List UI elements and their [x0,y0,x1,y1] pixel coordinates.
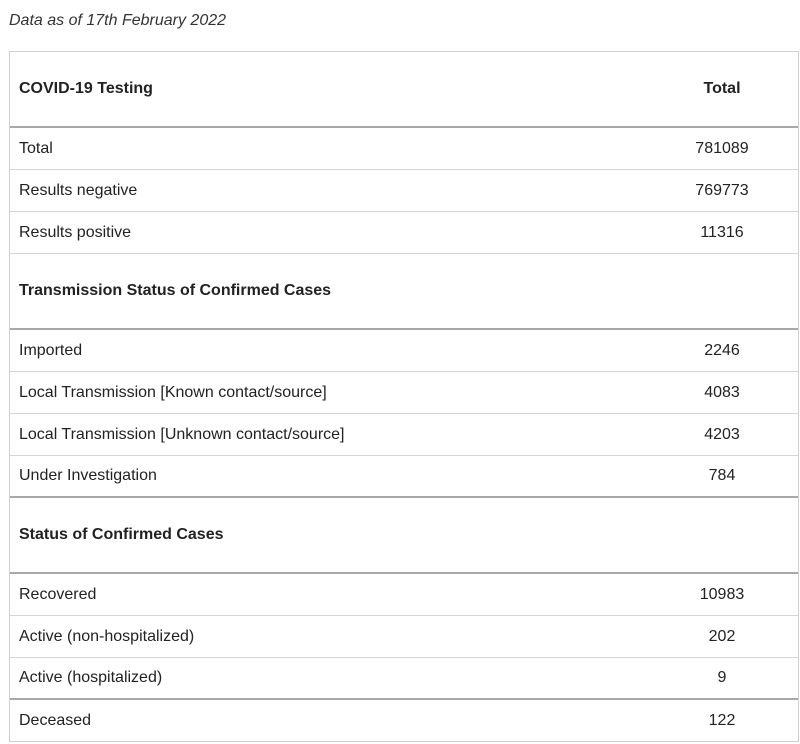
table-row: Results negative 769773 [10,170,798,212]
row-label: Active (hospitalized) [19,669,163,686]
table-row: Local Transmission [Known contact/source… [10,372,798,414]
table-header-row: COVID-19 Testing Total [10,52,798,128]
section-header-transmission: Transmission Status of Confirmed Cases [10,254,798,330]
row-label: Deceased [19,711,92,729]
row-value: 11316 [700,223,744,241]
row-label: Recovered [19,585,97,603]
row-value: 4203 [704,425,740,443]
table-row: Under Investigation 784 [10,456,798,498]
row-value: 4083 [704,383,740,401]
row-label: Under Investigation [19,467,157,484]
section-title: Status of Confirmed Cases [19,526,224,543]
row-value: 9 [717,669,727,686]
table-row: Active (hospitalized) 9 [10,658,798,700]
covid-testing-table: COVID-19 Testing Total Total 781089 Resu… [9,51,799,742]
row-label: Results positive [19,223,132,241]
row-label: Local Transmission [Unknown contact/sour… [19,425,345,443]
header-title: COVID-19 Testing [19,80,153,97]
table-row: Deceased 122 [10,700,798,742]
table-row: Total 781089 [10,128,798,170]
row-label: Results negative [19,181,138,199]
row-value: 781089 [695,139,749,157]
row-value: 784 [708,467,736,484]
row-label: Local Transmission [Known contact/source… [19,383,327,401]
table-row: Results positive 11316 [10,212,798,254]
section-title: Transmission Status of Confirmed Cases [19,282,332,299]
row-label: Active (non-hospitalized) [19,627,195,645]
section-header-status: Status of Confirmed Cases [10,498,798,574]
row-label: Total [19,139,53,157]
table-row: Imported 2246 [10,330,798,372]
row-value: 2246 [704,341,740,359]
row-value: 769773 [695,181,749,199]
data-date-caption: Data as of 17th February 2022 [9,12,227,29]
row-value: 202 [708,627,736,645]
row-value: 10983 [699,585,745,603]
table-row: Recovered 10983 [10,574,798,616]
header-total-label: Total [703,80,741,97]
table-row: Active (non-hospitalized) 202 [10,616,798,658]
table-row: Local Transmission [Unknown contact/sour… [10,414,798,456]
row-label: Imported [19,341,83,359]
row-value: 122 [708,711,736,729]
